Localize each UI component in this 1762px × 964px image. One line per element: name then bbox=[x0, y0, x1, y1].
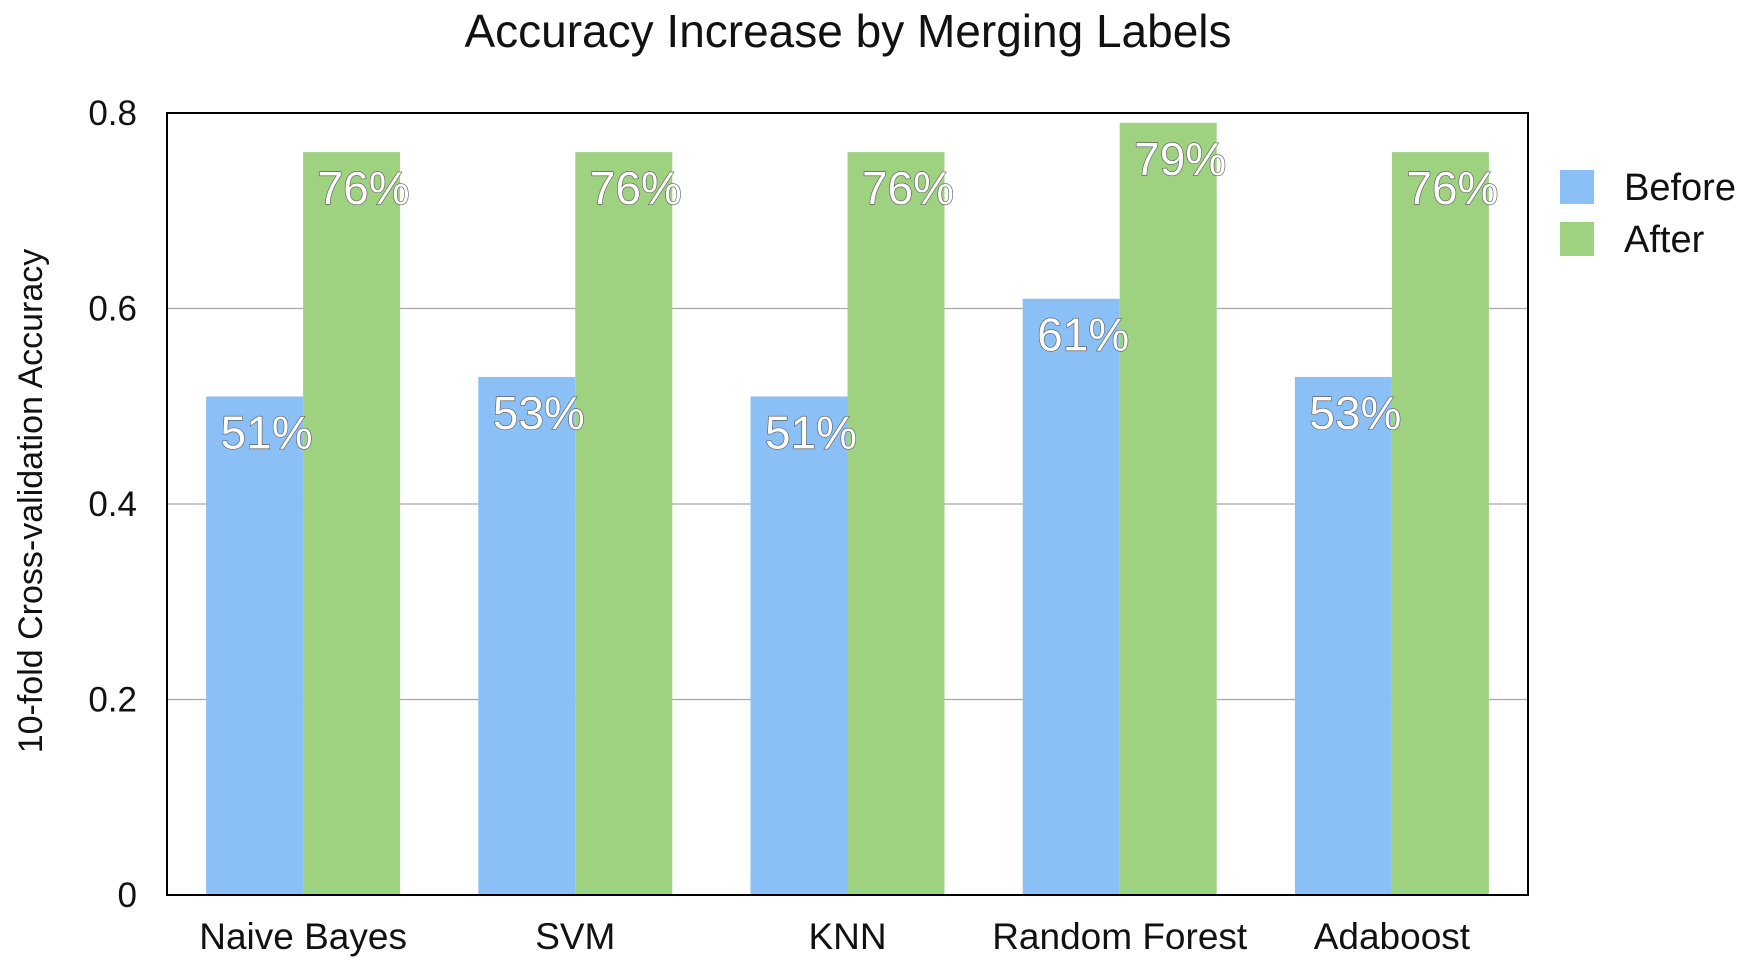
x-tick-label-2: KNN bbox=[808, 916, 886, 957]
bars bbox=[206, 122, 1489, 896]
bar-before-1 bbox=[478, 376, 576, 895]
legend-label-before: Before bbox=[1624, 167, 1736, 209]
bar-before-4 bbox=[1294, 376, 1392, 895]
chart-title: Accuracy Increase by Merging Labels bbox=[464, 5, 1231, 57]
data-label-before-3: 61% bbox=[1037, 309, 1129, 361]
bar-before-0 bbox=[206, 396, 304, 895]
x-tick-label-3: Random Forest bbox=[992, 916, 1248, 957]
data-label-after-1: 76% bbox=[590, 162, 682, 214]
data-label-after-4: 76% bbox=[1406, 162, 1498, 214]
bar-after-2 bbox=[847, 152, 945, 896]
data-label-before-2: 51% bbox=[765, 406, 857, 458]
x-tick-label-4: Adaboost bbox=[1314, 916, 1471, 957]
y-axis-ticks: 0 0.2 0.4 0.6 0.8 bbox=[88, 94, 137, 915]
y-tick-label-1: 0.2 bbox=[88, 681, 137, 720]
data-label-before-0: 51% bbox=[221, 406, 313, 458]
data-label-before-4: 53% bbox=[1309, 387, 1401, 439]
y-tick-label-4: 0.8 bbox=[88, 94, 137, 133]
y-axis-label: 10-fold Cross-validation Accuracy bbox=[12, 249, 50, 754]
bar-after-4 bbox=[1391, 152, 1489, 896]
x-tick-label-1: SVM bbox=[535, 916, 615, 957]
data-label-before-1: 53% bbox=[493, 387, 585, 439]
plot-border bbox=[166, 112, 1529, 896]
data-label-after-2: 76% bbox=[862, 162, 954, 214]
bar-after-0 bbox=[303, 152, 401, 896]
bar-after-3 bbox=[1119, 122, 1217, 895]
data-label-after-0: 76% bbox=[318, 162, 410, 214]
legend: Before After bbox=[1560, 167, 1736, 261]
data-label-after-3: 79% bbox=[1134, 133, 1226, 185]
y-tick-label-2: 0.4 bbox=[88, 485, 137, 524]
plot-frame bbox=[166, 112, 1529, 896]
x-axis-ticks: Naive Bayes SVM KNN Random Forest Adaboost bbox=[199, 916, 1471, 957]
y-tick-label-0: 0 bbox=[118, 876, 137, 915]
legend-swatch-after bbox=[1560, 222, 1594, 256]
data-labels: 51% 76% 53% 76% 51% 76% 61% 79% 53% 76% bbox=[220, 132, 1499, 459]
bar-before-2 bbox=[750, 396, 848, 895]
legend-swatch-before bbox=[1560, 170, 1594, 204]
bar-after-1 bbox=[575, 152, 673, 896]
legend-item-before: Before bbox=[1560, 167, 1736, 209]
legend-label-after: After bbox=[1624, 219, 1705, 261]
bar-before-3 bbox=[1022, 298, 1120, 896]
legend-item-after: After bbox=[1560, 219, 1705, 261]
y-tick-label-3: 0.6 bbox=[88, 290, 137, 329]
x-tick-label-0: Naive Bayes bbox=[199, 916, 407, 957]
